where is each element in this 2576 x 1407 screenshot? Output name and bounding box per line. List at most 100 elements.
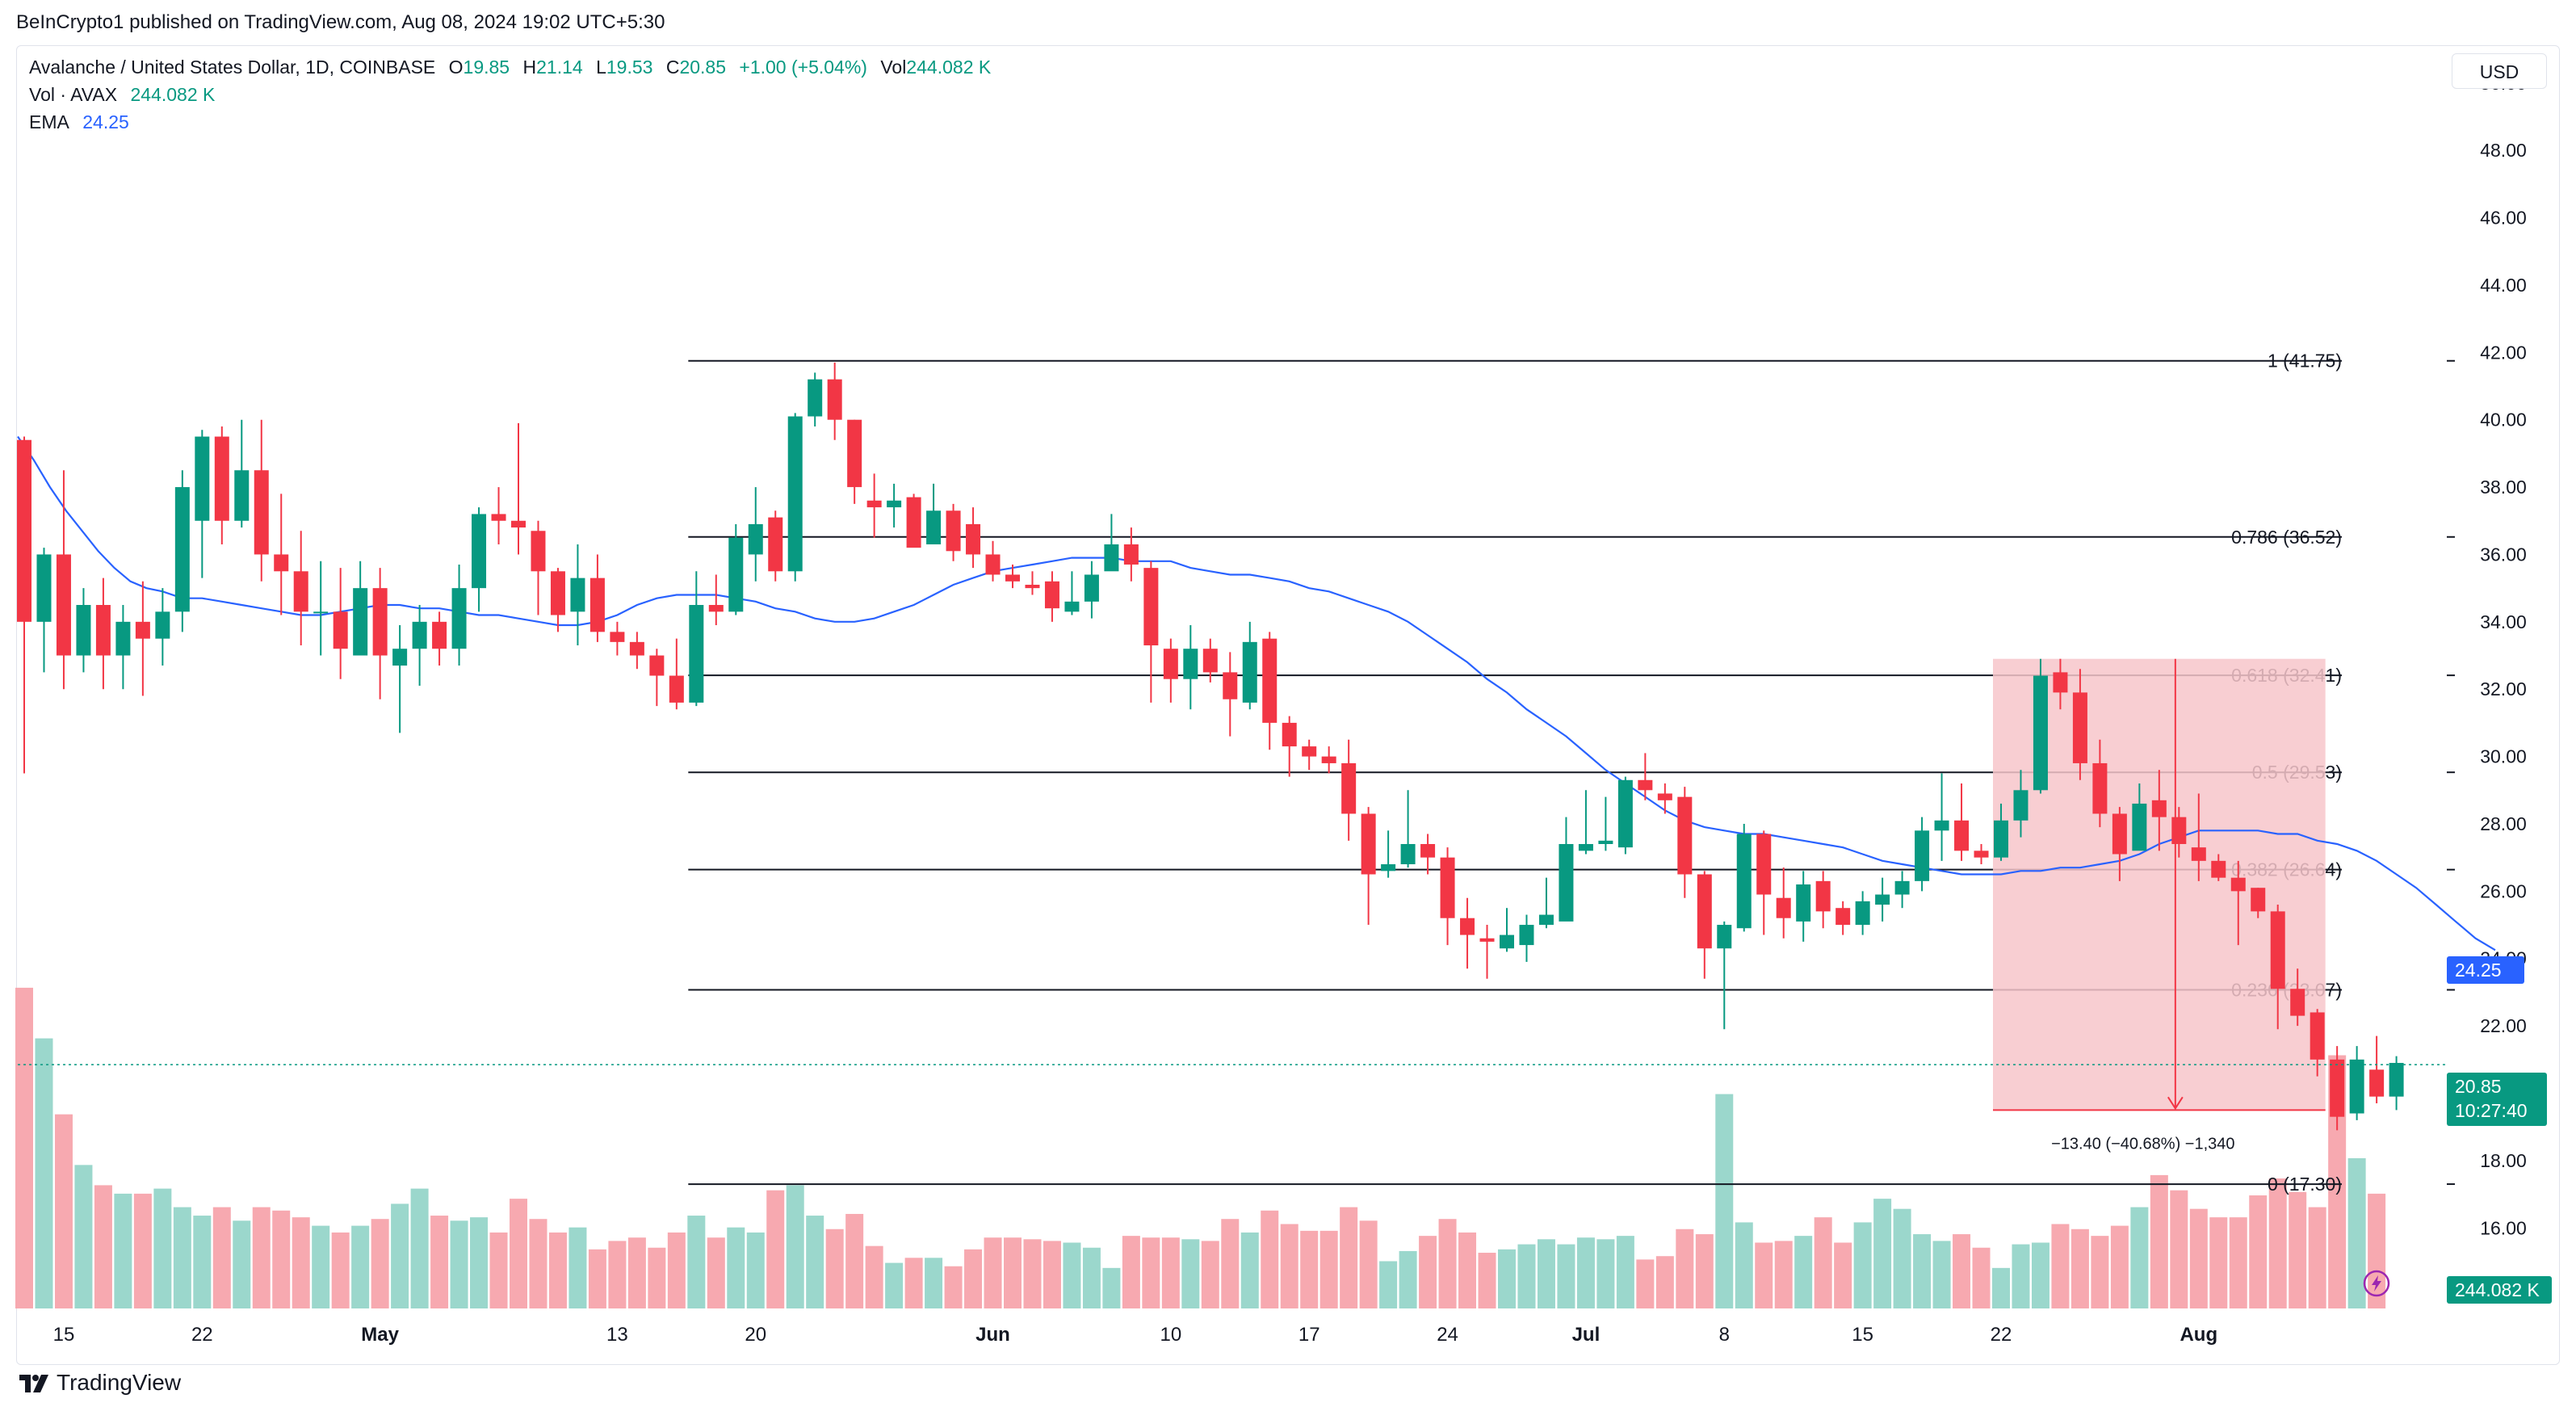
candle-body	[313, 611, 329, 614]
volume-bar	[1063, 1242, 1081, 1308]
candle-body	[1836, 908, 1851, 926]
candle-body	[234, 470, 250, 521]
ema-legend[interactable]: EMA 24.25	[29, 111, 137, 133]
volume-bar	[489, 1232, 508, 1308]
ema-value: 24.25	[82, 111, 129, 132]
volume-bar	[825, 1228, 844, 1308]
volume-bar	[1853, 1222, 1872, 1308]
volume-bar	[510, 1199, 527, 1308]
volume-bar	[727, 1227, 745, 1308]
volume-bar	[1122, 1236, 1140, 1308]
x-tick-label: 8	[1719, 1324, 1730, 1346]
volume-bar	[2091, 1236, 2109, 1308]
candle-body	[293, 571, 308, 612]
symbol-name[interactable]: Avalanche / United States Dollar, 1D, CO…	[29, 57, 436, 78]
volume-bar	[944, 1266, 963, 1308]
candle-body	[1460, 918, 1475, 935]
volume-bar	[74, 1165, 93, 1308]
candle-body	[472, 514, 487, 589]
volume-bar	[212, 1207, 231, 1308]
volume-bar	[252, 1207, 271, 1308]
x-tick-label: 15	[53, 1324, 75, 1346]
volume-bar	[865, 1245, 883, 1308]
volume-bar	[2289, 1191, 2307, 1308]
candle-body	[1282, 722, 1297, 747]
candle-body	[274, 554, 289, 572]
candle-body	[946, 510, 961, 552]
volume-bar	[1616, 1236, 1634, 1308]
volume-bar	[1576, 1237, 1595, 1308]
currency-button[interactable]: USD	[2452, 53, 2547, 89]
publisher-note: BeInCrypto1 published on TradingView.com…	[16, 11, 665, 33]
volume-bar	[2150, 1174, 2168, 1308]
volume-bar	[35, 1038, 53, 1308]
volume-bar	[2051, 1224, 2070, 1308]
candle-body	[728, 537, 744, 612]
volume-bar	[351, 1225, 370, 1308]
y-tick-label: 28.00	[2480, 813, 2527, 834]
x-tick-label: 20	[745, 1324, 766, 1346]
volume-bar	[2070, 1228, 2089, 1308]
candle-body	[2092, 762, 2108, 814]
candle-body	[451, 588, 467, 649]
candle-body	[2211, 860, 2226, 878]
candle-body	[550, 571, 565, 615]
y-tick-label: 30.00	[2480, 746, 2527, 767]
volume-bar	[1399, 1250, 1417, 1308]
tradingview-brand[interactable]: TradingView	[18, 1370, 181, 1396]
volume-bar	[1458, 1232, 1477, 1308]
candle-body	[2112, 813, 2127, 855]
volume-bar	[391, 1203, 409, 1308]
candle-body	[56, 554, 71, 656]
candle-body	[1341, 762, 1357, 814]
candle-body	[1677, 796, 1693, 875]
volume-bar	[371, 1219, 389, 1308]
candle-body	[1163, 649, 1178, 679]
symbol-legend: Avalanche / United States Dollar, 1D, CO…	[29, 57, 999, 78]
candle-body	[115, 621, 131, 656]
volume-bar	[925, 1258, 943, 1308]
candle-body	[1538, 914, 1554, 926]
volume-bar	[1537, 1239, 1555, 1308]
volume-bar	[15, 987, 33, 1308]
candle-body	[214, 436, 229, 521]
volume-bar	[1695, 1234, 1714, 1308]
low-value: 19.53	[606, 57, 653, 78]
y-tick-label: 48.00	[2480, 140, 2527, 161]
volume-bar	[331, 1232, 350, 1308]
candle-body	[2151, 800, 2167, 817]
volume-label: Vol	[880, 57, 907, 78]
volume-series-label: Vol · AVAX	[29, 84, 118, 105]
candle-body	[491, 514, 506, 521]
volume-legend[interactable]: Vol · AVAX 244.082 K	[29, 84, 223, 106]
volume-bar	[2268, 1178, 2287, 1308]
candle-body	[1796, 884, 1811, 922]
volume-bars	[15, 987, 2386, 1308]
candle-body	[1638, 779, 1653, 791]
candle-body	[1381, 864, 1396, 872]
x-tick-label: 22	[1991, 1324, 2012, 1346]
volume-bar	[1221, 1219, 1240, 1308]
candle-body	[155, 611, 170, 639]
x-tick-label: Aug	[2180, 1324, 2217, 1346]
candle-body	[2369, 1069, 2385, 1097]
volume-bar	[1893, 1208, 1911, 1308]
candle-body	[95, 604, 111, 656]
y-tick-label: 44.00	[2480, 275, 2527, 296]
candle-body	[1915, 830, 1930, 881]
x-tick-label: Jul	[1572, 1324, 1601, 1346]
volume-bar	[766, 1190, 785, 1308]
candle-body	[2191, 847, 2206, 861]
candle-body	[135, 621, 150, 639]
y-tick-label: 36.00	[2480, 544, 2527, 565]
x-tick-label: 13	[606, 1324, 628, 1346]
candle-body	[2290, 989, 2305, 1016]
volume-bar	[1636, 1259, 1655, 1308]
volume-bar	[964, 1249, 983, 1308]
bar-countdown: 10:27:40	[2455, 1100, 2528, 1121]
candle-body	[1084, 574, 1099, 602]
lightning-icon[interactable]	[2363, 1270, 2390, 1297]
volume-bar	[1359, 1220, 1378, 1308]
